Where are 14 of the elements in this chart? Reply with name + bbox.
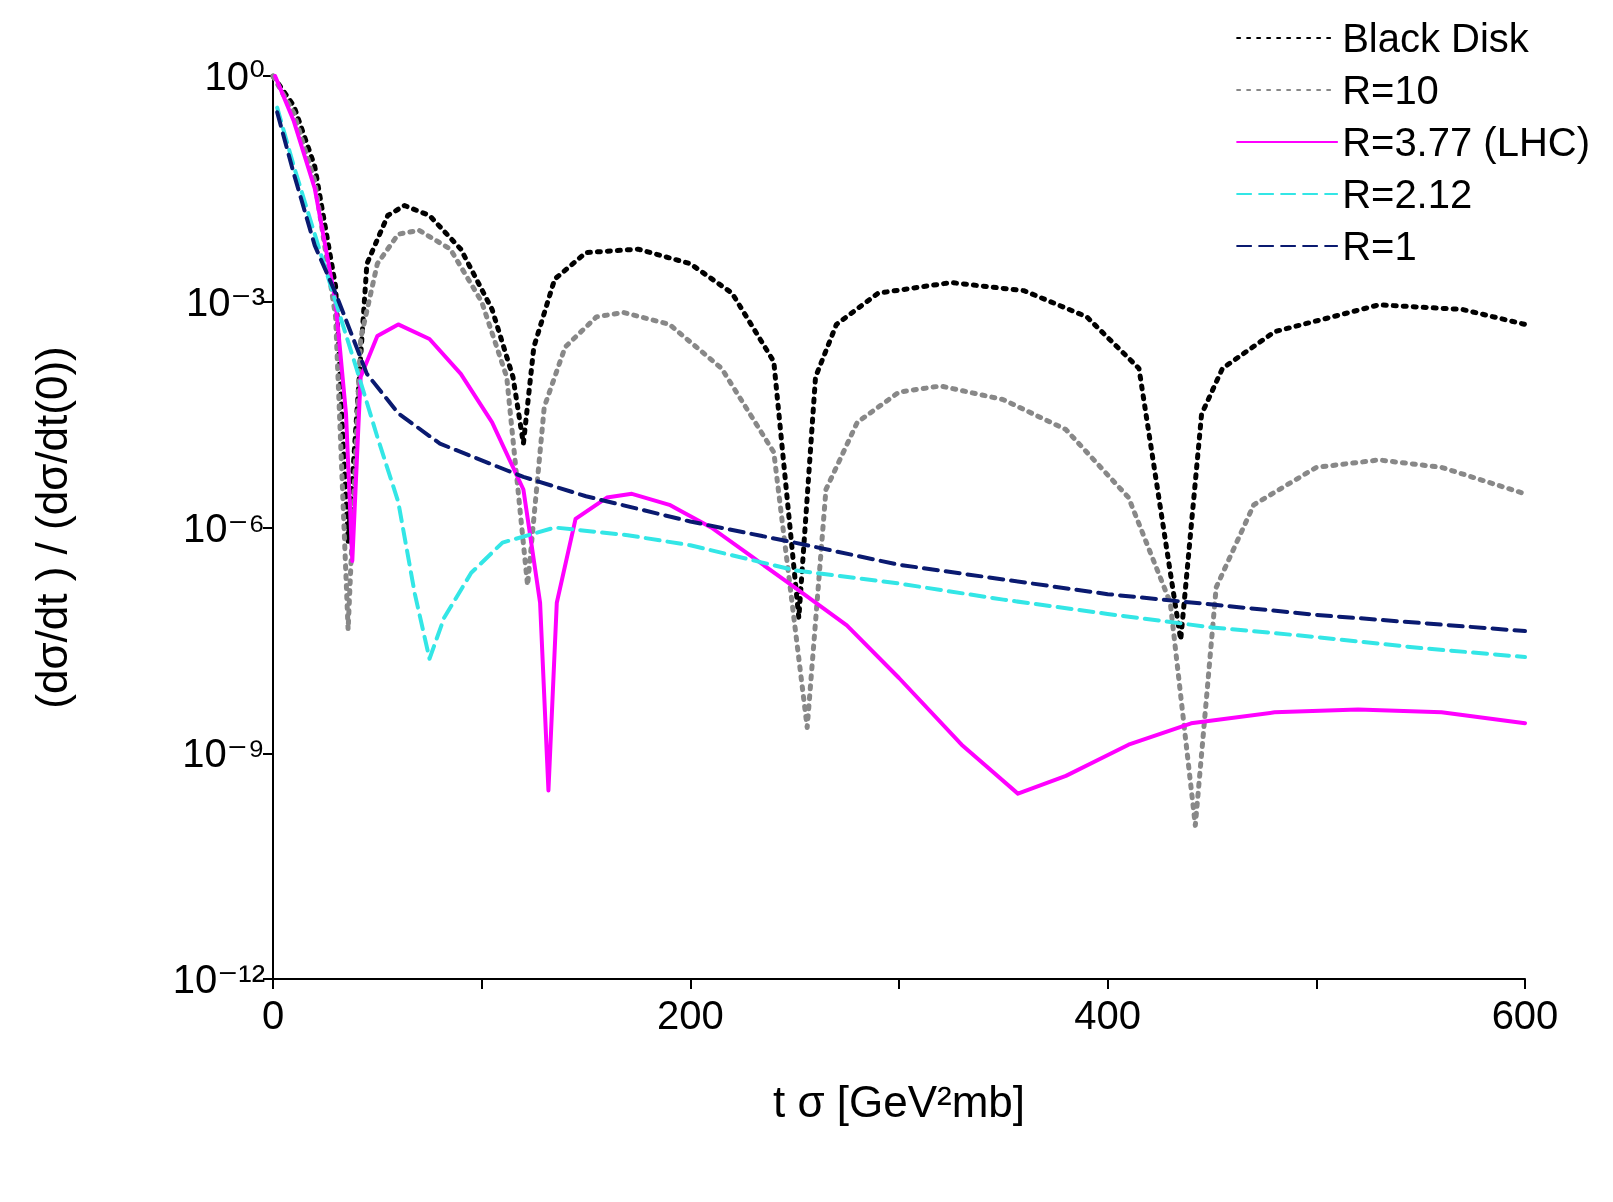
legend-label: Black Disk [1342, 16, 1530, 60]
y-tick-label: 10⁻⁹ [182, 731, 265, 776]
x-axis-title: t σ [GeV²mb] [772, 1076, 1026, 1126]
legend-label: R=10 [1342, 68, 1439, 112]
y-axis-title: (dσ/dt ) / (dσ/dt(0)) [26, 346, 76, 709]
x-tick-label: 400 [1074, 993, 1142, 1037]
legend-label: R=1 [1342, 224, 1417, 268]
legend-label: R=2.12 [1342, 172, 1473, 216]
y-tick-label: 10⁻⁶ [182, 505, 265, 550]
y-tick-label: 10⁰ [204, 54, 265, 98]
y-tick-label: 10⁻³ [186, 279, 265, 324]
x-tick-label: 600 [1491, 993, 1559, 1037]
legend-label: R=3.77 (LHC) [1342, 120, 1590, 164]
x-tick-label: 200 [656, 993, 724, 1037]
